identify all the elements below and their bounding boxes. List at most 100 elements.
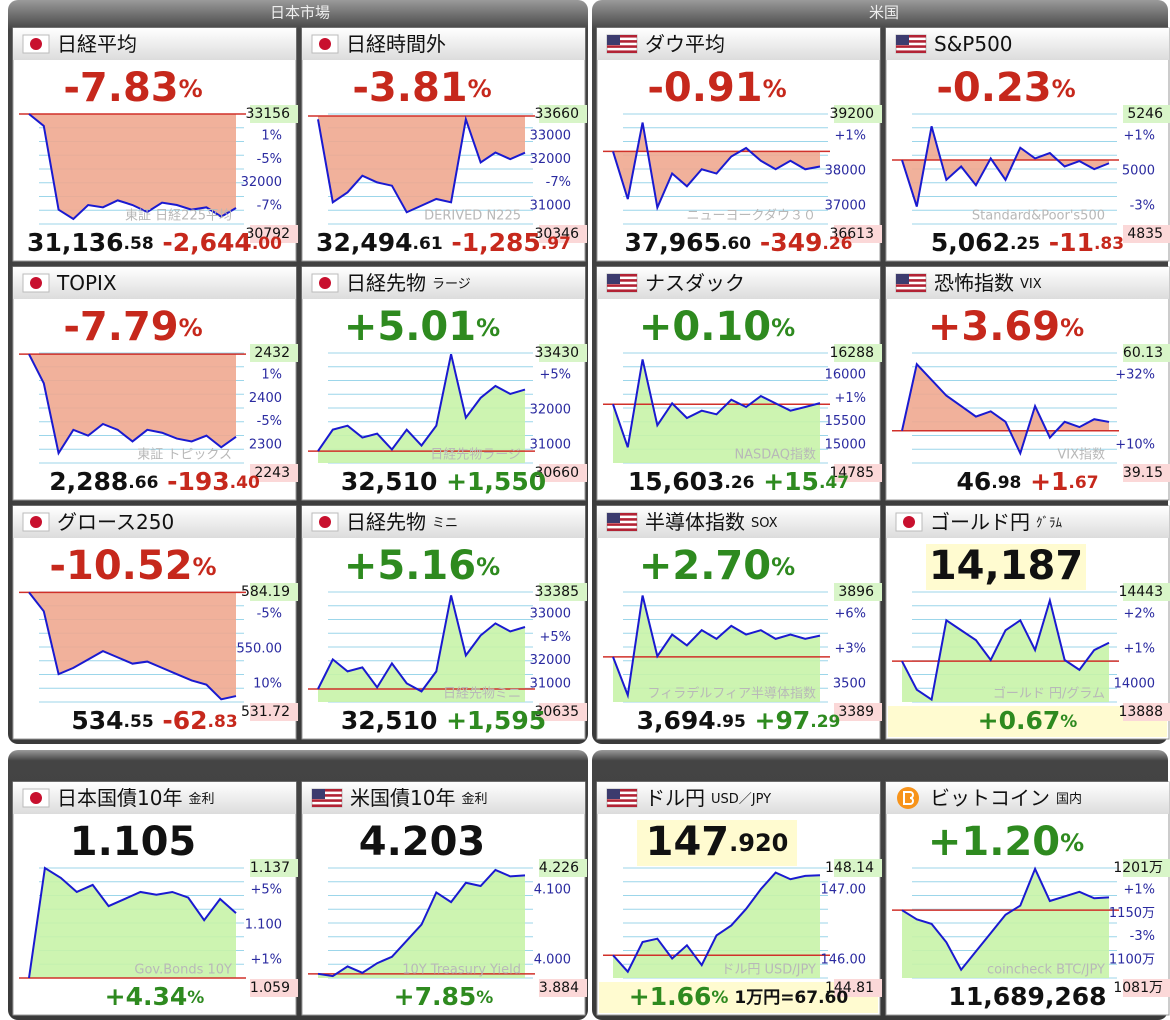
flag <box>607 523 637 526</box>
low-label: 36613 <box>829 226 874 242</box>
high-label: 148.14 <box>825 860 874 876</box>
area <box>613 359 820 463</box>
flag <box>607 513 637 516</box>
high-box <box>539 344 587 362</box>
headline-part: % <box>771 553 795 581</box>
low-box <box>834 225 882 243</box>
scale-label: 38000 <box>825 164 866 179</box>
card-name: TOPIX <box>56 271 117 295</box>
footer-part: +15 <box>755 467 819 496</box>
footer: 11,689,268 <box>948 982 1106 1011</box>
flag <box>312 799 342 802</box>
card-name: ドル円 <box>645 786 705 810</box>
flag <box>607 794 637 797</box>
card: S&P500 -0.23% Standard&Poor's500 5246 4835 +1… <box>885 27 1170 262</box>
low-label: 531.72 <box>241 704 290 720</box>
low-box <box>250 464 298 482</box>
flag <box>319 516 331 528</box>
footer-part: .66 <box>128 473 158 493</box>
flag <box>30 792 42 804</box>
watermark: ドル円 USD/JPY <box>721 963 816 978</box>
card: グロース250 -10.52% 584.19 531.72 -5% 550.00 10% 53… <box>12 505 298 740</box>
card-name: 日経時間外 <box>346 32 446 56</box>
footer-part: 3,694 <box>637 706 716 735</box>
low-box <box>1123 979 1170 997</box>
card-title: ビットコイン 国内 <box>930 786 1082 810</box>
card-header-bg <box>886 782 1169 814</box>
scale-label: 15500 <box>825 414 866 429</box>
footer: 32,510 +1,550 <box>341 467 546 496</box>
high-label: 33430 <box>534 345 579 361</box>
card-name: ゴールド円 <box>930 510 1030 534</box>
scale-label: 1100万 <box>1109 953 1155 968</box>
footer-part: .83 <box>1094 234 1124 254</box>
area <box>318 595 525 702</box>
card-title: ダウ平均 <box>645 32 725 56</box>
card-title: 日経平均 <box>57 32 137 56</box>
footer: 46.98 +1.67 <box>956 467 1098 496</box>
headline-part: -7.79 <box>63 304 178 350</box>
card: ドル円 USD／JPY 147.920 ドル円 USD/JPY 148.14 144.81… <box>596 781 882 1016</box>
price-line <box>28 353 237 456</box>
area <box>29 592 236 700</box>
watermark: NASDAQ指数 <box>734 448 816 463</box>
scale-label: 4.000 <box>534 953 571 968</box>
card: TOPIX -7.79% 東証 トピックス 2432 2243 1% 2400 -5% 2300… <box>12 266 298 501</box>
headline-part: 4.203 <box>359 819 486 865</box>
card-header-bg <box>597 782 880 814</box>
card-sub: ラージ <box>432 277 471 292</box>
card-name: ダウ平均 <box>645 32 725 56</box>
scale-label: -3% <box>1130 929 1155 944</box>
headline: 4.203 <box>359 819 486 865</box>
footer-part: .25 <box>1010 234 1040 254</box>
scale-label: 33000 <box>530 129 571 144</box>
price-line <box>901 126 1110 207</box>
footer-part: .58 <box>124 234 154 254</box>
footer-part: .26 <box>724 473 754 493</box>
headline: +5.01% <box>344 304 500 350</box>
card-name: グロース250 <box>57 510 174 534</box>
price-line <box>612 359 821 448</box>
headline-part: -3.81 <box>352 65 467 111</box>
high-label: 33385 <box>534 584 579 600</box>
flag <box>607 513 620 523</box>
footer-part: -349 <box>751 228 822 257</box>
card-header-bg <box>302 782 585 814</box>
high-box <box>1123 105 1170 123</box>
card-sub: ｸﾞﾗﾑ <box>1036 516 1063 531</box>
area <box>318 869 525 978</box>
watermark: Gov.Bonds 10Y <box>134 963 232 978</box>
card-name: 日本国債10年 <box>57 786 182 810</box>
footer-part: .97 <box>541 234 571 254</box>
flag <box>896 284 926 287</box>
card-header-bg <box>13 267 296 299</box>
footer-part: -1,285 <box>443 228 541 257</box>
card-header-bg <box>886 506 1169 538</box>
headline-part: % <box>476 314 500 342</box>
card: 恐怖指数 VIX +3.69% VIX指数 60.13 39.15 +32% +10% 46.9… <box>885 266 1170 501</box>
footer-part: -193 <box>158 467 229 496</box>
footer: 32,510 +1,595 <box>341 706 546 735</box>
flag <box>896 289 926 292</box>
watermark: 東証 日経225平均 <box>125 208 232 224</box>
card-title: 半導体指数 SOX <box>645 510 778 534</box>
card: 日経時間外 -3.81% DERIVED N225 33660 30346 33000 32… <box>301 27 587 262</box>
headline: 147.920 <box>646 819 789 865</box>
card: 日経先物 ミニ +5.16% 日経先物ミニ 33385 30635 33000 +5% 3200… <box>301 505 587 740</box>
low-label: 144.81 <box>825 980 874 996</box>
flag <box>607 274 620 284</box>
footer-part: .60 <box>721 234 751 254</box>
price-line <box>28 591 237 701</box>
scale-label: 33000 <box>530 607 571 622</box>
low-box <box>834 703 882 721</box>
scale-label: -3% <box>1130 199 1155 214</box>
area <box>29 114 236 219</box>
scale-label: 1150万 <box>1109 906 1155 921</box>
scale-label: 15000 <box>825 438 866 453</box>
low-box <box>250 703 298 721</box>
footer-part: % <box>187 988 204 1008</box>
headline: +2.70% <box>639 543 795 589</box>
scale-label: +5% <box>539 630 571 645</box>
flag <box>903 791 914 805</box>
